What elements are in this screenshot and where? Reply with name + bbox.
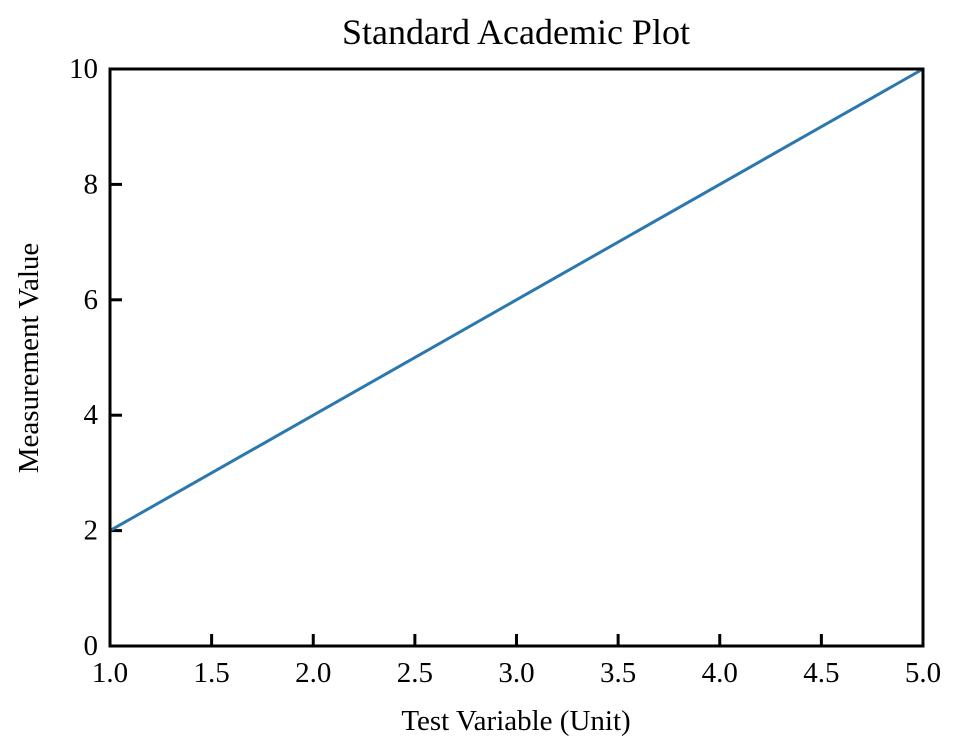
series-line [109, 67, 924, 532]
x-axis-ticks: 1.0 1.5 2.0 2.5 3.0 3.5 4.0 4.5 5.0 [92, 634, 941, 689]
x-axis-label: Test Variable (Unit) [401, 705, 630, 737]
x-tick-label: 1.5 [194, 657, 230, 689]
y-axis-label: Measurement Value [13, 243, 45, 474]
x-tick-label: 3.0 [498, 657, 534, 689]
y-tick-label: 8 [84, 168, 99, 200]
data-series [109, 67, 924, 532]
y-tick-label: 6 [84, 284, 99, 316]
x-tick-label: 2.0 [295, 657, 331, 689]
y-tick-label: 0 [84, 630, 99, 662]
x-tick-label: 5.0 [905, 657, 941, 689]
plot-frame [108, 67, 925, 648]
x-tick-label: 1.0 [92, 657, 128, 689]
chart-title: Standard Academic Plot [342, 12, 690, 52]
x-tick-label: 3.5 [600, 657, 636, 689]
x-tick-label: 4.5 [803, 657, 839, 689]
x-tick-label: 2.5 [397, 657, 433, 689]
y-tick-label: 10 [69, 53, 98, 85]
x-tick-label: 4.0 [702, 657, 738, 689]
y-axis-ticks: 0 2 4 6 8 10 [69, 53, 122, 662]
y-tick-label: 4 [84, 399, 99, 431]
y-tick-label: 2 [84, 515, 99, 547]
